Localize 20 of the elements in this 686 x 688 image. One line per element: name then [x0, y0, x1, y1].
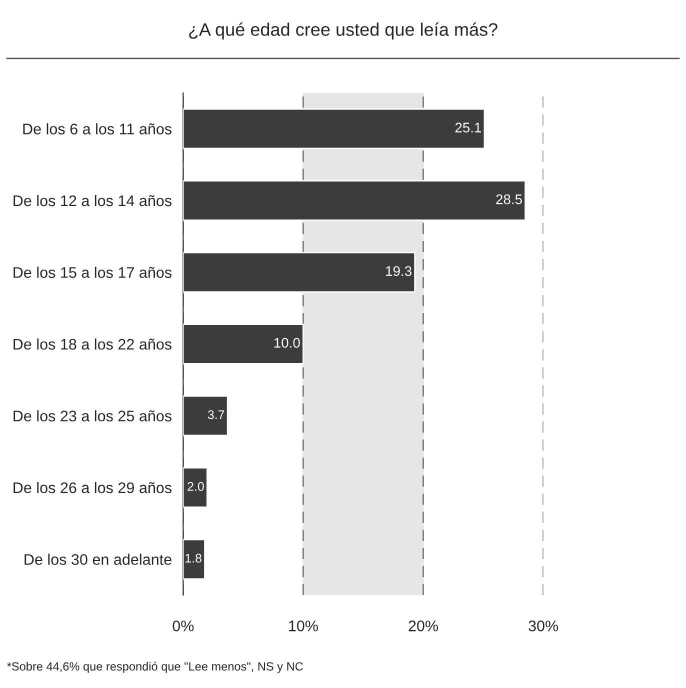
data-label: 28.5	[496, 194, 522, 204]
y-tick-label: De los 18 a los 22 años	[14, 338, 172, 350]
chart-title: ¿A qué edad cree usted que leía más?	[189, 22, 498, 40]
data-label: 1.8	[186, 554, 202, 563]
data-label: 19.3	[386, 266, 412, 276]
y-tick-label: De los 30 en adelante	[24, 554, 172, 565]
data-label: 2.0	[188, 482, 204, 491]
x-tick-label: 20%	[408, 620, 438, 632]
data-label: 10.0	[274, 338, 300, 348]
y-tick-label: De los 15 a los 17 años	[14, 266, 172, 278]
y-tick-label: De los 12 a los 14 años	[14, 194, 172, 206]
data-label: 3.7	[208, 410, 224, 420]
text: *Sobre 44,6% que respondió que "Lee menos", NS y NC	[7, 662, 303, 673]
y-tick-label: De los 23 a los 25 años	[14, 410, 172, 422]
x-tick-label: 30%	[528, 620, 558, 632]
y-tick-label: De los 6 a los 11 años	[23, 123, 172, 134]
x-tick-label: 10%	[289, 620, 318, 632]
data-label: 25.1	[455, 122, 482, 132]
x-tick-label: 0%	[172, 620, 194, 632]
y-tick-label: De los 26 a los 29 años	[14, 482, 172, 494]
